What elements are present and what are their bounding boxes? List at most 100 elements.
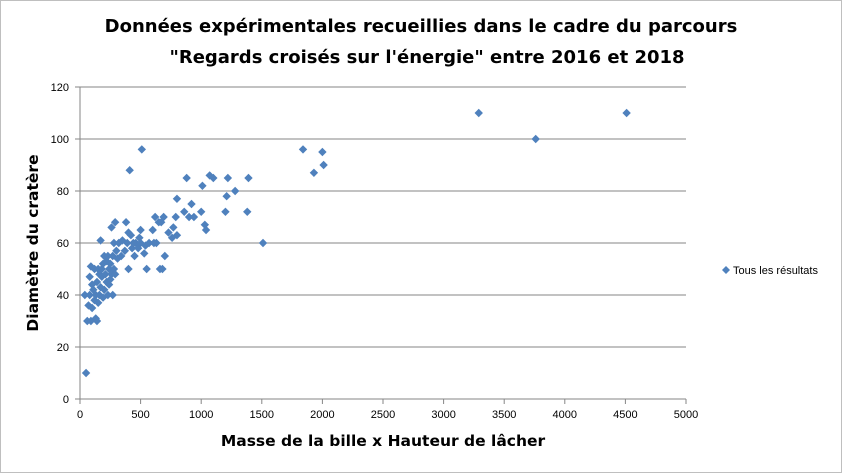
- data-point: [201, 225, 211, 235]
- legend-marker-icon: [722, 266, 730, 274]
- y-tick-label: 0: [63, 394, 69, 406]
- data-point: [101, 270, 110, 279]
- x-tick-label: 5000: [674, 409, 698, 421]
- data-point: [86, 262, 96, 271]
- x-tick-label: 3000: [431, 409, 455, 421]
- data-point: [142, 264, 151, 274]
- x-tick-label: 4000: [553, 409, 577, 421]
- data-point: [93, 298, 103, 307]
- data-point: [222, 192, 231, 201]
- gridlines: [80, 86, 686, 348]
- data-point: [109, 238, 119, 248]
- data-point: [197, 207, 206, 216]
- data-point: [104, 280, 114, 289]
- data-point: [164, 228, 173, 237]
- data-point: [160, 251, 170, 261]
- data-point: [189, 212, 199, 222]
- x-tick-label: 1000: [189, 409, 213, 421]
- data-point: [81, 368, 91, 378]
- data-point: [319, 160, 328, 170]
- x-tick-labels: 0 500 1000 1500 2000 2500 3000 3500 4000 4500 5000: [77, 409, 698, 421]
- data-point: [298, 145, 308, 154]
- data-point: [169, 223, 178, 232]
- data-point: [309, 168, 319, 177]
- data-point: [92, 316, 102, 326]
- y-tick-labels: 0 20 40 60 80 100 120: [51, 82, 69, 406]
- y-tick-label: 100: [51, 134, 69, 146]
- data-point: [243, 207, 252, 216]
- axes: [75, 86, 687, 404]
- data-points: [80, 108, 631, 378]
- data-point: [104, 264, 114, 274]
- y-axis-title: Diamètre du cratère: [24, 154, 42, 331]
- data-point: [474, 108, 483, 118]
- data-point: [80, 290, 90, 300]
- data-point: [172, 231, 182, 240]
- x-tick-label: 3500: [492, 409, 516, 421]
- data-point: [172, 194, 182, 203]
- data-point: [182, 173, 191, 183]
- y-tick-label: 20: [57, 342, 69, 354]
- data-point: [92, 277, 102, 287]
- data-point: [123, 238, 132, 248]
- data-point: [221, 207, 230, 216]
- data-point: [113, 254, 122, 263]
- data-point: [187, 199, 196, 209]
- data-point: [171, 212, 180, 222]
- data-point: [258, 238, 268, 248]
- data-point: [95, 290, 104, 300]
- data-point: [109, 264, 119, 274]
- data-point: [148, 225, 157, 235]
- data-point: [110, 218, 120, 227]
- data-point: [136, 225, 145, 235]
- data-point: [85, 272, 94, 281]
- x-tick-label: 2500: [371, 409, 395, 421]
- x-tick-label: 500: [131, 409, 149, 421]
- data-point: [103, 290, 113, 300]
- data-point: [158, 264, 167, 274]
- data-point: [180, 207, 189, 216]
- data-point: [198, 181, 207, 190]
- data-point: [159, 212, 168, 222]
- data-point: [96, 236, 105, 245]
- data-point: [117, 251, 126, 261]
- y-tick-label: 40: [57, 290, 69, 302]
- legend: Tous les résultats: [722, 265, 818, 277]
- data-point: [209, 173, 218, 183]
- chart-title-line-2: "Regards croisés sur l'énergie" entre 20…: [169, 47, 684, 68]
- x-tick-label: 2000: [310, 409, 334, 421]
- data-point: [121, 218, 131, 227]
- data-point: [86, 316, 96, 326]
- data-point: [114, 238, 123, 248]
- data-point: [141, 241, 150, 250]
- data-point: [106, 259, 115, 268]
- data-point: [124, 264, 133, 274]
- data-point: [152, 238, 161, 248]
- data-point: [120, 246, 130, 255]
- data-point: [125, 166, 134, 175]
- y-tick-label: 60: [57, 238, 69, 250]
- data-point: [223, 173, 233, 183]
- data-point: [184, 212, 194, 222]
- data-point: [108, 251, 117, 261]
- data-point: [118, 236, 127, 245]
- data-point: [531, 134, 540, 144]
- chart-title-line-1: Données expérimentales recueillies dans …: [105, 16, 738, 37]
- data-point: [100, 285, 109, 294]
- data-point: [130, 251, 139, 261]
- data-point: [230, 186, 240, 196]
- x-tick-label: 0: [77, 409, 83, 421]
- data-point: [140, 249, 149, 258]
- data-point: [150, 212, 160, 222]
- data-point: [144, 238, 154, 248]
- x-axis-title: Masse de la bille x Hauteur de lâcher: [221, 432, 546, 450]
- data-point: [622, 108, 631, 118]
- data-point: [244, 173, 253, 183]
- data-point: [112, 246, 121, 255]
- y-tick-label: 120: [51, 82, 69, 94]
- data-point: [85, 290, 94, 300]
- data-point: [126, 231, 136, 240]
- data-point: [87, 303, 97, 313]
- data-point: [137, 145, 147, 154]
